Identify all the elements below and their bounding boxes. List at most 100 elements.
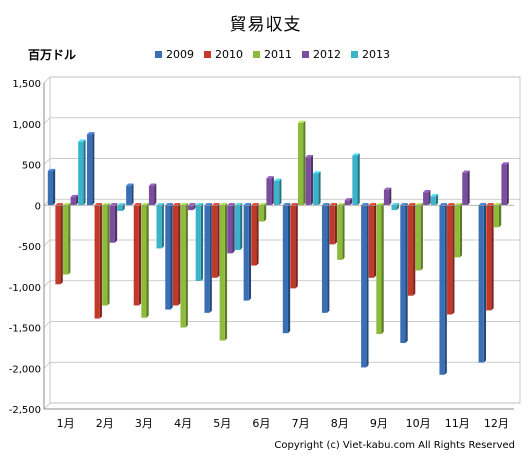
y-tick-label: 1,000 xyxy=(12,120,41,131)
bar-top xyxy=(344,198,353,201)
legend-swatch xyxy=(302,51,309,58)
bar-side xyxy=(99,203,102,319)
bar xyxy=(219,205,225,341)
bar xyxy=(486,205,492,311)
bar-side xyxy=(459,203,463,258)
bar-top xyxy=(305,154,313,158)
bar xyxy=(329,205,335,245)
legend-label: 2011 xyxy=(264,48,292,61)
bar-side xyxy=(310,154,313,206)
bar xyxy=(102,205,108,306)
bar-top xyxy=(258,203,267,206)
bar xyxy=(212,205,218,278)
legend-label: 2009 xyxy=(166,48,194,61)
bar-side xyxy=(193,203,196,211)
bar-side xyxy=(366,203,369,368)
bar-top xyxy=(180,203,188,206)
bar-top xyxy=(352,153,360,156)
bar-side xyxy=(428,190,431,206)
bar-side xyxy=(499,203,502,228)
chart-title: 貿易収支 xyxy=(229,15,302,35)
bar-top xyxy=(447,203,455,206)
bar-top xyxy=(133,203,142,206)
bar-side xyxy=(224,203,228,341)
x-tick-label: 9月 xyxy=(370,417,388,430)
x-tick-label: 1月 xyxy=(57,417,75,430)
bar-top xyxy=(94,203,102,206)
bar-side xyxy=(420,203,423,271)
bar-side xyxy=(68,203,71,275)
bar-side xyxy=(240,203,243,251)
y-tick-label: -2,500 xyxy=(9,405,41,416)
bar xyxy=(430,196,436,206)
bar xyxy=(313,173,319,206)
bar-side xyxy=(209,203,212,313)
y-tick-label: -2,000 xyxy=(9,364,41,375)
bar xyxy=(180,205,186,328)
bar-side xyxy=(295,203,298,289)
bar-top xyxy=(117,203,125,206)
bar-top xyxy=(407,203,416,206)
bar xyxy=(47,171,53,206)
bar-side xyxy=(396,203,399,211)
bar-top xyxy=(313,171,321,174)
bar xyxy=(383,189,390,206)
legend-swatch xyxy=(351,51,358,58)
bar-side xyxy=(114,203,118,243)
bar xyxy=(368,205,374,278)
bar-top xyxy=(415,203,423,206)
gridline-depth xyxy=(43,321,51,328)
bar-side xyxy=(357,153,360,206)
bar-side xyxy=(161,203,164,249)
bar-side xyxy=(467,170,470,206)
bar-top xyxy=(195,203,204,206)
bar-top xyxy=(439,203,447,206)
bar xyxy=(258,205,265,222)
x-tick-label: 4月 xyxy=(174,417,192,430)
bar xyxy=(282,205,288,334)
bar-top xyxy=(188,203,196,206)
bar xyxy=(462,172,468,206)
bar-side xyxy=(83,139,86,206)
bar-top xyxy=(109,203,118,206)
bar-top xyxy=(243,203,252,206)
bar-top xyxy=(274,178,282,181)
bar xyxy=(251,205,257,266)
bar-side xyxy=(170,203,173,310)
copyright-notice: Copyright (c) Viet-kabu.com All Rights R… xyxy=(274,440,515,451)
bar xyxy=(352,155,358,206)
bar xyxy=(188,205,194,211)
bar-side xyxy=(138,203,142,306)
bar xyxy=(274,180,280,206)
bar-side xyxy=(232,203,235,254)
bar xyxy=(165,205,171,310)
bar xyxy=(62,205,69,275)
x-tick-label: 2月 xyxy=(96,417,114,430)
bar-side xyxy=(271,176,274,206)
gridline-depth xyxy=(43,158,51,165)
bar-side xyxy=(483,203,487,363)
bar-top xyxy=(462,170,470,173)
bar-side xyxy=(178,203,181,306)
bar-side xyxy=(405,203,408,343)
bar-side xyxy=(75,194,78,206)
bar xyxy=(321,205,328,313)
bar xyxy=(297,122,304,206)
legend: 2009 2010 2011 2012 2013 xyxy=(155,48,390,61)
bar-side xyxy=(342,203,345,260)
bar-top xyxy=(430,194,439,197)
legend-swatch xyxy=(204,51,211,58)
bar xyxy=(391,205,397,211)
bar xyxy=(133,205,139,306)
bar-top xyxy=(86,132,95,135)
bar xyxy=(400,205,406,343)
bar-side xyxy=(435,194,439,206)
bar-side xyxy=(131,183,134,206)
bar-top xyxy=(234,203,243,206)
legend-label: 2012 xyxy=(313,48,341,61)
y-axis-unit: 百万ドル xyxy=(28,48,77,62)
bar xyxy=(305,157,311,206)
gridline-depth xyxy=(43,402,51,410)
bar-top xyxy=(297,120,306,123)
gridline-depth xyxy=(43,361,51,369)
